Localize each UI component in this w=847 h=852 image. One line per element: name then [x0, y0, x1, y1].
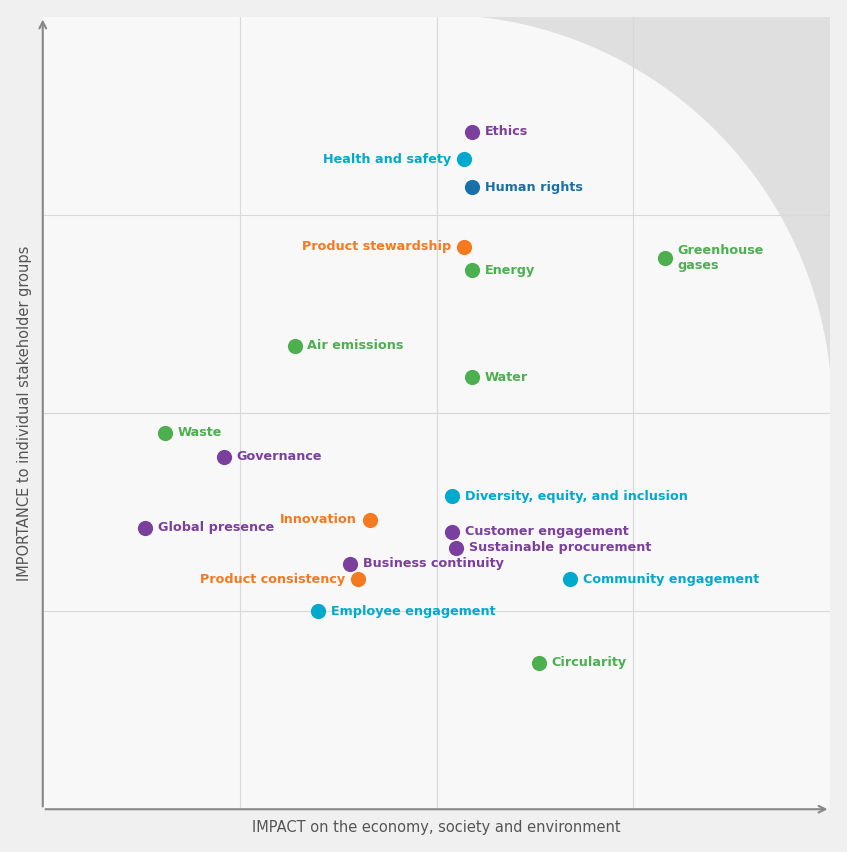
Text: Diversity, equity, and inclusion: Diversity, equity, and inclusion [465, 490, 688, 503]
Text: Air emissions: Air emissions [307, 339, 404, 352]
Point [658, 251, 672, 265]
Point [457, 239, 471, 253]
Point [312, 604, 325, 618]
Text: Human rights: Human rights [484, 181, 583, 193]
Point [532, 656, 545, 670]
Text: Employee engagement: Employee engagement [331, 605, 495, 618]
Point [446, 525, 459, 538]
Point [446, 489, 459, 503]
Text: Waste: Waste [178, 426, 222, 440]
Point [363, 513, 376, 527]
Text: Circularity: Circularity [551, 656, 627, 669]
Text: Sustainable procurement: Sustainable procurement [469, 541, 651, 554]
Point [465, 263, 479, 277]
Text: Business continuity: Business continuity [363, 557, 503, 570]
Text: Water: Water [484, 371, 528, 383]
Polygon shape [397, 17, 830, 373]
Text: Greenhouse
gases: Greenhouse gases [678, 245, 764, 273]
Y-axis label: IMPORTANCE to individual stakeholder groups: IMPORTANCE to individual stakeholder gro… [17, 245, 31, 580]
Text: Community engagement: Community engagement [583, 573, 759, 586]
Point [563, 573, 577, 586]
Text: Global presence: Global presence [158, 521, 274, 534]
Text: Product consistency: Product consistency [200, 573, 346, 586]
Point [138, 521, 152, 535]
Point [450, 541, 463, 555]
Point [465, 124, 479, 138]
Text: Health and safety: Health and safety [324, 153, 451, 166]
Point [465, 181, 479, 194]
Point [343, 556, 357, 570]
Point [457, 153, 471, 166]
Text: Governance: Governance [236, 450, 322, 463]
Point [158, 426, 172, 440]
Text: Energy: Energy [484, 264, 534, 277]
Text: Ethics: Ethics [484, 125, 528, 138]
Text: Innovation: Innovation [280, 514, 357, 527]
Point [351, 573, 364, 586]
Point [288, 339, 302, 353]
Text: Product stewardship: Product stewardship [302, 240, 451, 253]
X-axis label: IMPACT on the economy, society and environment: IMPACT on the economy, society and envir… [252, 820, 621, 835]
Point [465, 371, 479, 384]
Text: Customer engagement: Customer engagement [465, 526, 628, 538]
Point [217, 450, 230, 463]
